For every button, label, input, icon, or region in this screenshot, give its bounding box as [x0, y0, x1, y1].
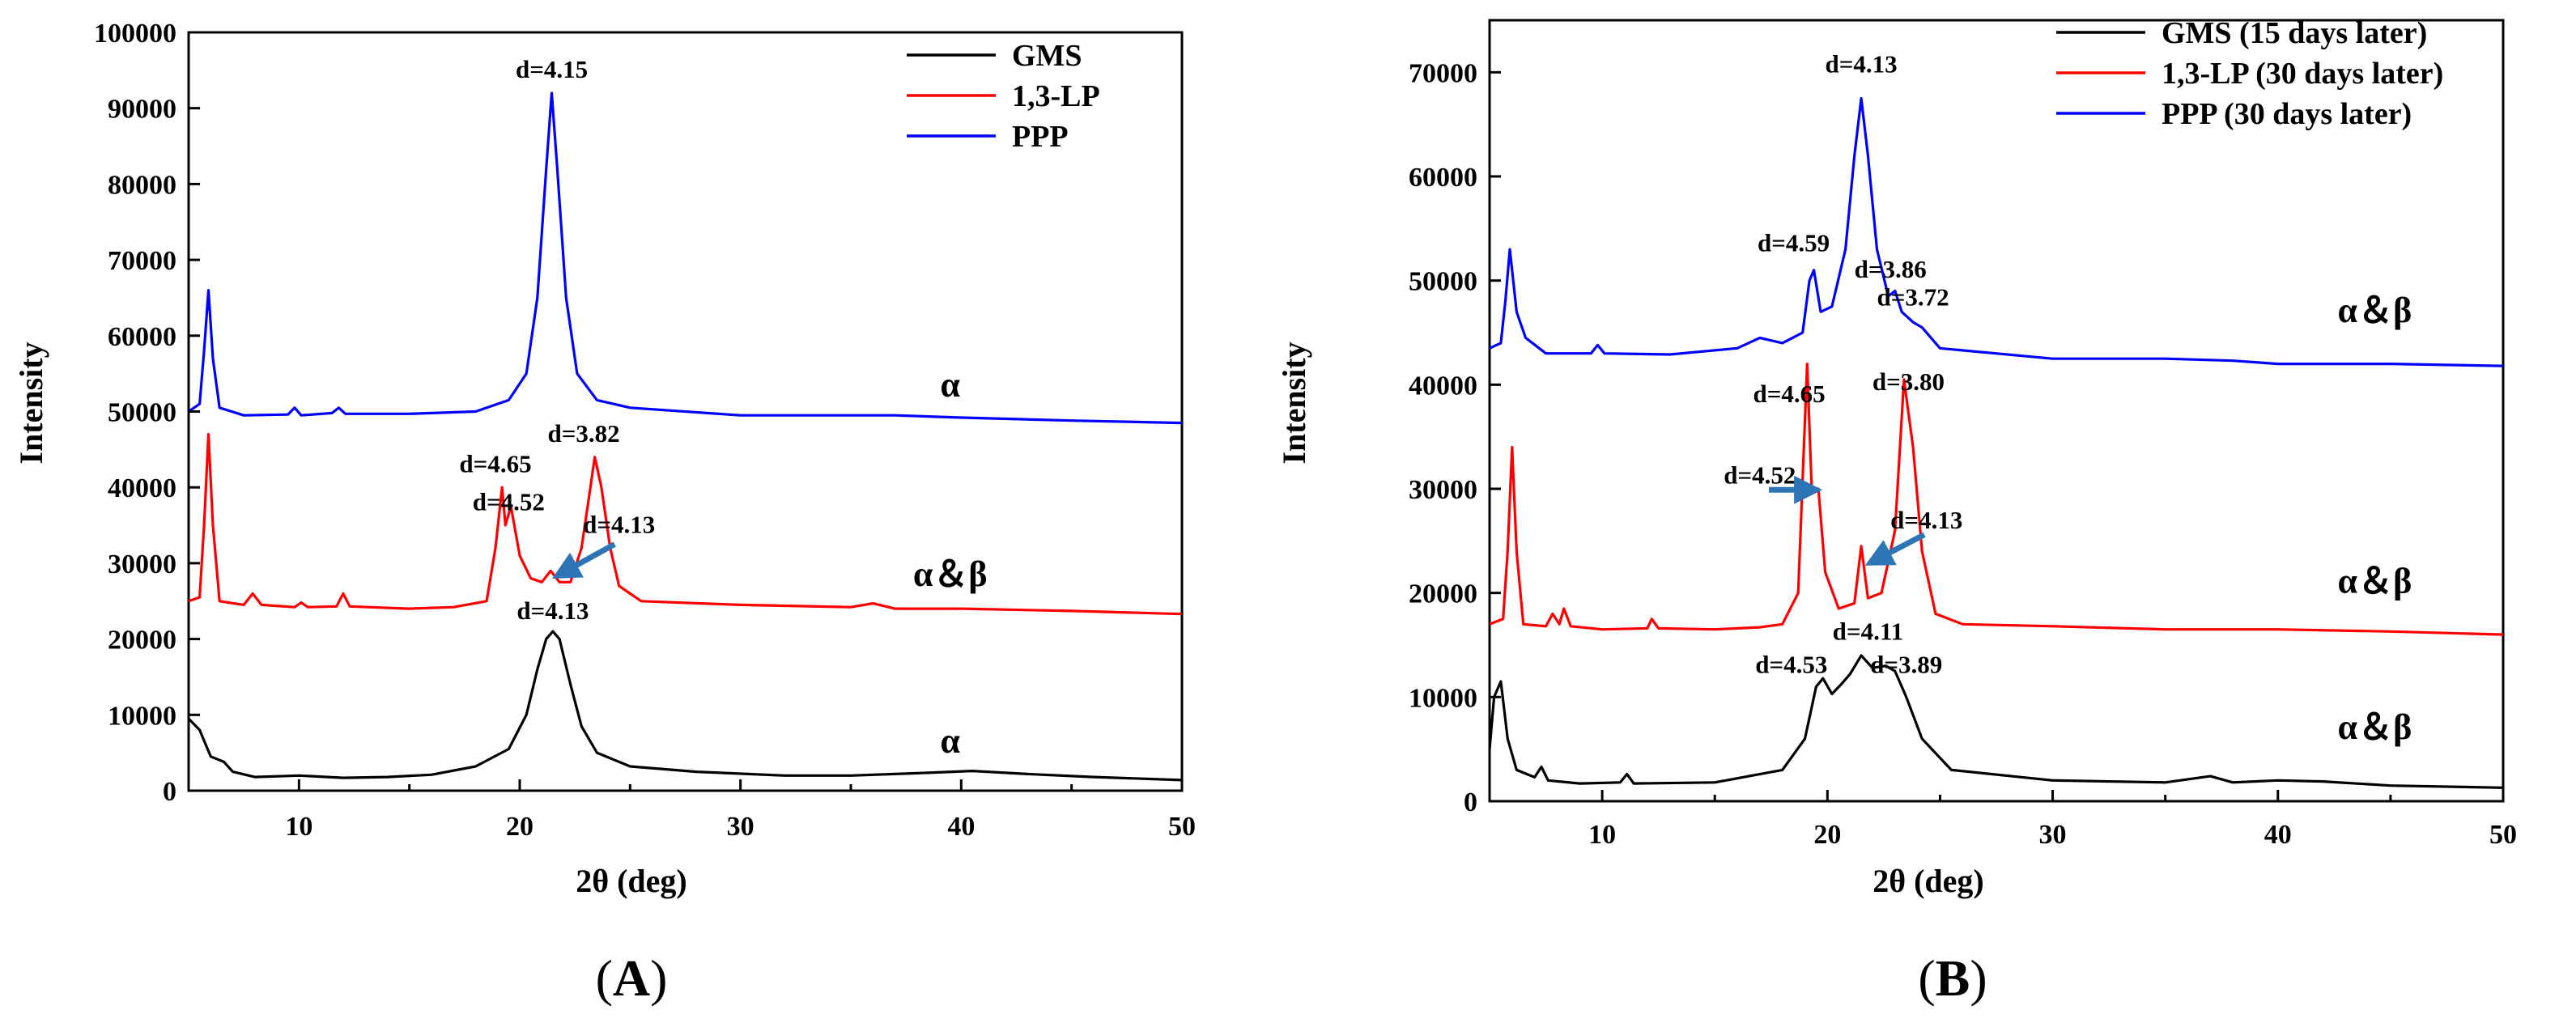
- panel-a-d-spacing-label: d=4.15: [516, 55, 588, 83]
- panel-b-x-tick-label: 10: [1588, 820, 1616, 850]
- panel-b-series-line-ppp-30-days-later: [1489, 96, 2504, 367]
- panel-a-y-axis-title: Intensity: [13, 342, 49, 464]
- panel-a-series-line-ppp: [188, 91, 1183, 425]
- panel-a-x-axis-ticks: 10 20 30 40 50: [187, 779, 1196, 842]
- panel-a-series-line-1-3-lp: [188, 433, 1183, 616]
- panel-a-legend: GMS 1,3-LP PPP: [907, 39, 1100, 154]
- panel-a-y-axis-ticks: 0 10000 20000 30000 40000 50000 60000 70000 8000…: [94, 19, 200, 807]
- panel-a-label: (A): [596, 949, 668, 1007]
- panel-b-y-axis-ticks: 0 10000 20000 30000 40000 50000 60000 70000: [1409, 58, 1501, 817]
- panel-a-x-tick-label: 40: [947, 812, 975, 842]
- panel-b-phase-label: α＆β: [2338, 707, 2412, 747]
- panel-b-x-tick-label: 20: [1813, 820, 1841, 850]
- panel-a-phase-label: α: [940, 721, 960, 761]
- panel-b-x-tick-label: 30: [2039, 820, 2067, 850]
- panel-a-chart: 0 10000 20000 30000 40000 50000 60000 70000 8000…: [13, 19, 1196, 1007]
- panel-b-d-spacing-label: d=3.80: [1872, 367, 1945, 396]
- panel-b-legend-label: 1,3-LP (30 days later): [2162, 57, 2443, 91]
- panel-b-y-tick-label: 60000: [1409, 163, 1477, 193]
- panel-b-phase-label: α＆β: [2338, 562, 2412, 601]
- panel-a-y-tick-label: 20000: [108, 626, 176, 656]
- panel-b-plot-frame: [1488, 19, 2505, 803]
- panel-a-d-spacing-label: d=3.82: [547, 419, 619, 448]
- panel-b-y-tick-label: 50000: [1409, 267, 1477, 297]
- panel-a-annotations: d=4.15 d=4.65 d=4.52 d=3.82 d=4.13 d=4.13: [459, 55, 655, 625]
- panel-a-y-tick-label: 30000: [108, 550, 176, 579]
- panel-b-series-line-1-3-lp-30-days-later: [1489, 363, 2504, 636]
- panel-b-series-group: [1488, 96, 2504, 789]
- panel-a-y-tick-label: 60000: [108, 322, 176, 352]
- panel-a-x-tick-label: 10: [285, 812, 312, 842]
- panel-a-legend-label: 1,3-LP: [1012, 79, 1100, 113]
- panel-a-phase-labels: α α＆β α: [913, 365, 988, 761]
- panel-b-x-tick-label: 40: [2264, 820, 2292, 850]
- panel-b-arrows: [1768, 475, 1926, 566]
- panel-a-series-group: [187, 91, 1183, 782]
- panel-b-x-axis-ticks: 10 20 30 40 50: [1488, 790, 2517, 850]
- panel-b-legend-label: PPP (30 days later): [2162, 97, 2412, 131]
- panel-b-label: (B): [1918, 949, 1987, 1007]
- panel-a-phase-label: α: [940, 365, 960, 405]
- panel-b-legend-label: GMS (15 days later): [2162, 16, 2427, 50]
- panel-b-phase-labels: α＆β α＆β α＆β: [2338, 291, 2412, 747]
- panel-b-y-tick-label: 40000: [1409, 371, 1477, 401]
- panel-b-d-spacing-label: d=4.13: [1825, 49, 1897, 78]
- panel-a-d-spacing-label: d=4.52: [473, 487, 545, 516]
- panel-b-d-spacing-label: d=4.65: [1753, 380, 1825, 408]
- panel-b-d-spacing-label: d=4.11: [1833, 617, 1903, 646]
- panel-b-phase-label: α＆β: [2338, 291, 2412, 330]
- panel-b-d-spacing-label: d=3.89: [1870, 651, 1942, 679]
- panel-a-y-tick-label: 10000: [108, 701, 176, 731]
- panel-b-x-tick-label: 50: [2489, 820, 2517, 850]
- panel-b-label-letter: B: [1936, 949, 1970, 1007]
- panel-a-legend-label: PPP: [1012, 120, 1069, 154]
- panel-b-y-tick-label: 20000: [1409, 579, 1477, 609]
- panel-b-peak-arrow: [1864, 532, 1926, 566]
- panel-b-chart: 0 10000 20000 30000 40000 50000 60000 70000 10 2…: [1276, 16, 2517, 1007]
- panel-b-annotations: d=4.13 d=4.59 d=3.86d=3.72 d=4.65 d=3.80 d=4.…: [1724, 49, 1962, 678]
- panel-a-arrows: [551, 541, 616, 579]
- panel-a-y-tick-label: 40000: [108, 473, 176, 503]
- panel-a-y-tick-label: 80000: [108, 170, 176, 200]
- panel-b-d-spacing-label: d=3.86: [1855, 255, 1927, 283]
- panel-a-d-spacing-label: d=4.13: [516, 596, 589, 625]
- panel-a-y-tick-label: 100000: [94, 19, 176, 49]
- panel-b-d-spacing-label: d=4.13: [1890, 506, 1962, 534]
- panel-a-y-tick-label: 50000: [108, 398, 176, 428]
- panel-b-d-spacing-label: d=4.59: [1758, 229, 1830, 257]
- panel-a-legend-label: GMS: [1012, 39, 1082, 73]
- panel-b-d-spacing-label: d=3.72: [1877, 283, 1949, 312]
- panel-b-y-tick-label: 10000: [1409, 683, 1477, 713]
- panel-a-x-tick-label: 50: [1168, 812, 1196, 842]
- panel-a-y-tick-label: 70000: [108, 246, 176, 276]
- panel-a-d-spacing-label: d=4.65: [459, 449, 531, 477]
- panel-a-label-letter: A: [613, 949, 650, 1007]
- panel-b-y-tick-label: 0: [1464, 787, 1477, 817]
- panel-a-peak-arrow: [551, 541, 616, 579]
- panel-a-x-axis-title: 2θ (deg): [576, 863, 687, 899]
- panel-b-series-line-gms-15-days-later: [1488, 654, 2504, 789]
- panel-a-y-tick-label: 90000: [108, 95, 176, 125]
- panel-a-phase-label: α＆β: [913, 554, 988, 594]
- panel-b-x-axis-title: 2θ (deg): [1872, 863, 1984, 899]
- panel-a-y-tick-label: 0: [163, 777, 176, 807]
- panel-b-y-tick-label: 70000: [1409, 58, 1477, 88]
- panel-a-series-line-gms: [187, 630, 1183, 782]
- panel-a-x-tick-label: 20: [506, 812, 533, 842]
- panel-b-legend: GMS (15 days later) 1,3-LP (30 days later…: [2056, 16, 2443, 131]
- panel-b-y-axis-title: Intensity: [1276, 342, 1312, 464]
- panel-a-x-tick-label: 30: [727, 812, 755, 842]
- panel-b-d-spacing-label: d=4.53: [1755, 651, 1827, 679]
- panel-b-y-tick-label: 30000: [1409, 475, 1477, 505]
- panel-a-d-spacing-label: d=4.13: [583, 510, 655, 538]
- panel-b-d-spacing-label: d=4.52: [1724, 461, 1796, 490]
